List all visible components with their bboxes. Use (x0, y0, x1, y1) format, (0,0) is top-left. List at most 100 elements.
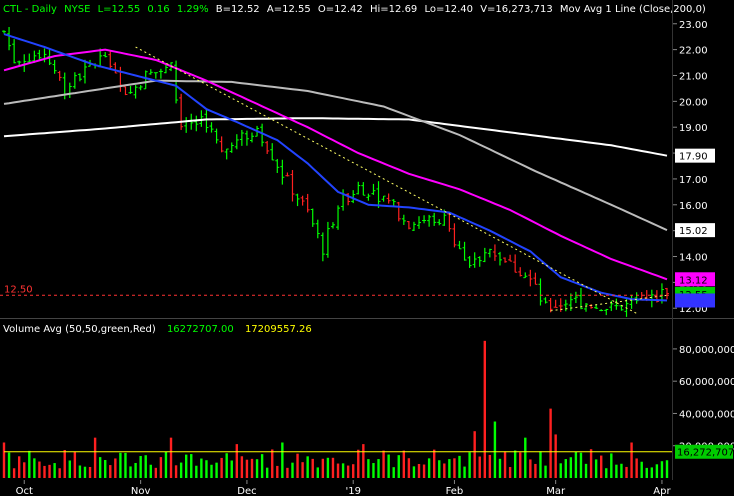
volume-bar (549, 408, 552, 478)
time-tick-label: Oct (16, 486, 33, 496)
volume-bar (53, 463, 56, 478)
volume-bar (357, 449, 360, 478)
price-bar (280, 159, 285, 185)
price-badge-bg (675, 272, 715, 287)
volume-bar (640, 461, 643, 478)
volume-bar (124, 452, 127, 478)
price-bar (214, 128, 219, 144)
volume-bar (362, 444, 365, 478)
volume-bar (594, 459, 598, 478)
volume-tick-label: 60,000,000 (679, 377, 734, 388)
volume-bar (104, 460, 107, 478)
price-bar (356, 181, 361, 195)
volume-bar (311, 458, 314, 478)
volume-tick-label: 80,000,000 (679, 345, 734, 356)
price-tick-label: 22.00 (679, 46, 708, 57)
price-bar (244, 130, 249, 146)
volume-avg2: 17209557.26 (245, 324, 312, 335)
volume-bar (448, 459, 451, 478)
price-tick-label: 12.00 (679, 304, 708, 315)
volume-bar (574, 451, 578, 478)
volume-bar (73, 451, 77, 478)
volume-bar (205, 460, 208, 478)
volume-bar (529, 459, 532, 478)
volume-title-text: Volume Avg (50,50,green,Red) (3, 324, 156, 335)
volume-bar (129, 466, 132, 478)
price-bar (330, 222, 335, 229)
price-bar (472, 252, 477, 268)
volume-bar (463, 466, 466, 478)
volume-bar (387, 454, 390, 478)
volume-bar (610, 453, 613, 478)
price-badge-label: 15.02 (679, 226, 708, 237)
time-tick-label: Mar (546, 486, 566, 496)
ma-line-ma-50 (3, 48, 668, 281)
price-bar (148, 69, 153, 75)
volume-bar (220, 457, 223, 478)
volume-bar (265, 467, 269, 478)
price-bar (229, 142, 234, 153)
volume-bar (655, 464, 659, 478)
volume-bar (341, 463, 345, 478)
volume-bar (503, 451, 507, 478)
price-bar (487, 248, 492, 258)
price-bar (538, 278, 543, 306)
volume-bar (367, 459, 370, 478)
volume-bar (336, 463, 340, 478)
price-bar (578, 287, 583, 310)
price-bar (482, 247, 487, 263)
header-symbol: CTL (3, 4, 22, 15)
volume-bar (412, 466, 416, 478)
volume-bar (478, 456, 481, 478)
volume-bar (377, 459, 380, 478)
moving-averages (3, 33, 668, 302)
price-bar (310, 208, 315, 227)
volume-bar (392, 467, 395, 478)
price-bar (133, 85, 138, 99)
volume-bar (498, 458, 502, 478)
volume-bar (579, 452, 583, 478)
volume-bar (417, 463, 421, 478)
volume-bar (665, 460, 669, 478)
price-bar (548, 298, 553, 313)
volume-bar (534, 463, 537, 478)
volume-bar (605, 468, 608, 478)
volume-bar (119, 452, 122, 478)
volume-bar (645, 467, 648, 478)
volume-bar (427, 458, 431, 478)
price-bar (224, 148, 229, 160)
price-bar (199, 110, 204, 127)
volume-bar (33, 458, 36, 478)
time-tick-label: '19 (345, 486, 360, 496)
volume-bar (402, 450, 406, 478)
price-bar (614, 298, 619, 310)
volume-bar (174, 465, 178, 478)
price-bar (462, 241, 467, 261)
price-bar (57, 70, 62, 81)
header-indicator: Mov Avg 1 Line (Close,200,0) (560, 4, 706, 15)
price-badge-label: 12.30 (679, 296, 708, 307)
price-bar (427, 214, 432, 227)
volume-bar (38, 461, 41, 478)
price-bar (27, 53, 32, 64)
volume-bar (321, 458, 325, 478)
volume-bar (554, 434, 557, 478)
volume-bar (164, 451, 168, 478)
volume-bar (397, 455, 400, 478)
volume-bar (159, 457, 163, 478)
volume-bar (245, 459, 249, 478)
price-bar (2, 30, 6, 34)
volume-bar (352, 464, 355, 478)
volume-bar (28, 450, 31, 478)
price-bar (361, 182, 366, 196)
volume-axis: 80,000,00060,000,00040,000,00020,000,000… (673, 345, 734, 459)
volume-bar (382, 450, 385, 478)
volume-bar (660, 461, 664, 478)
header-last: L=12.55 (98, 4, 141, 15)
price-bar (467, 256, 472, 268)
ma-line-ma-20 (3, 33, 668, 302)
price-bar (295, 193, 300, 207)
price-bar (371, 183, 376, 195)
volume-bar (286, 467, 289, 478)
volume-bar (235, 444, 239, 478)
